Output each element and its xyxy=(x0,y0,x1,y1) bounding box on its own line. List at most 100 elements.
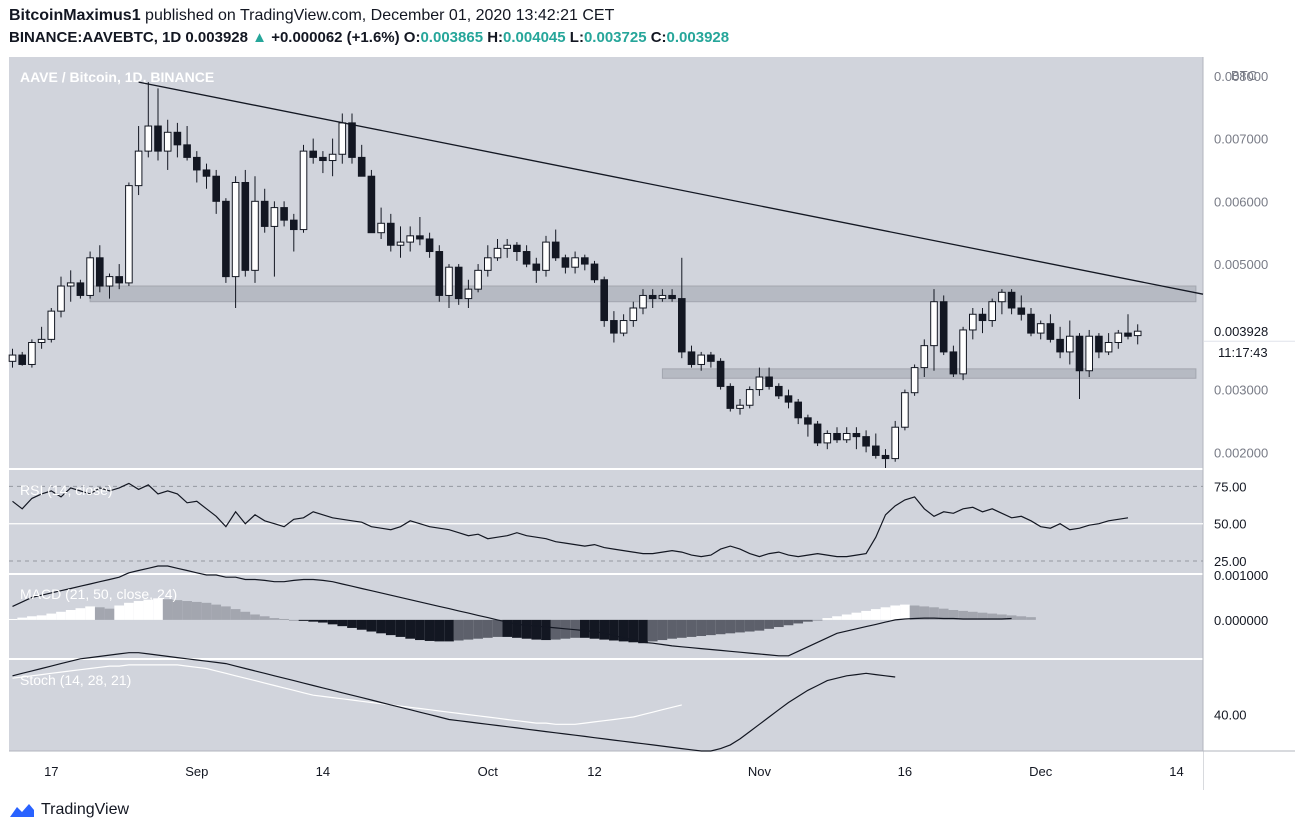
candle-down xyxy=(590,263,599,281)
candle-down xyxy=(96,257,104,287)
macd-histogram-bar xyxy=(492,619,503,637)
macd-histogram-bar xyxy=(444,619,454,642)
footer-brand[interactable]: TradingView xyxy=(9,801,129,819)
macd-histogram-bar xyxy=(424,619,435,641)
macd-histogram-bar xyxy=(1016,616,1027,620)
price-axis-tick: 0.008000 xyxy=(1214,69,1268,84)
candle-down xyxy=(678,298,686,353)
macd-histogram-bar xyxy=(250,614,260,620)
macd-histogram-bar xyxy=(531,619,542,640)
author-name[interactable]: BitcoinMaximus1 xyxy=(9,7,141,24)
publish-info: BitcoinMaximus1 published on TradingView… xyxy=(9,7,614,25)
candle-down xyxy=(561,257,570,268)
macd-histogram-bar xyxy=(696,619,707,637)
candle-down xyxy=(852,432,861,438)
candle-down xyxy=(260,200,269,227)
candle-down xyxy=(1007,291,1016,309)
candle-up xyxy=(125,185,133,284)
macd-histogram-bar xyxy=(783,619,794,626)
candle-down xyxy=(154,125,162,152)
macd-histogram-bar xyxy=(327,619,338,625)
macd-histogram-bar xyxy=(269,618,280,620)
candle-up xyxy=(66,282,75,287)
candle-up xyxy=(959,329,967,375)
price-axis-tick: 0.002000 xyxy=(1214,445,1268,460)
macd-histogram-bar xyxy=(987,613,998,620)
time-axis-tick: 12 xyxy=(587,764,601,779)
candle-down xyxy=(513,244,521,253)
last-price-box xyxy=(1204,321,1292,342)
candle-down xyxy=(115,276,124,284)
macd-histogram-bar xyxy=(909,605,920,620)
price-axis-unit: BTC xyxy=(1231,68,1257,83)
descending-trendline[interactable] xyxy=(138,81,1204,295)
macd-histogram-bar xyxy=(143,599,154,620)
macd-histogram-bar xyxy=(191,601,202,620)
macd-histogram-bar xyxy=(880,607,891,620)
macd-histogram-bar xyxy=(17,617,28,620)
candle-down xyxy=(862,436,870,447)
candle-down xyxy=(687,351,696,365)
macd-histogram-bar xyxy=(861,610,871,620)
low-value: 0.003725 xyxy=(583,29,647,46)
pane-0-background xyxy=(9,57,1203,468)
candle-down xyxy=(290,219,298,231)
macd-histogram-bar xyxy=(579,619,590,638)
pane-3-background xyxy=(9,660,1203,751)
price-axis-tick: 0.005000 xyxy=(1214,257,1268,272)
candle-down xyxy=(794,401,803,419)
candle-down xyxy=(173,131,182,146)
price-axis-panel[interactable] xyxy=(1203,57,1295,751)
macd-histogram-bar xyxy=(793,619,804,624)
candle-down xyxy=(280,207,288,221)
macd-histogram-bar xyxy=(977,612,988,620)
last-price-label: 0.003928 xyxy=(1214,324,1268,339)
candle-up xyxy=(251,200,259,271)
macd-histogram-bar xyxy=(938,608,949,620)
candle-down xyxy=(348,122,356,158)
macd-histogram-bar xyxy=(541,619,551,641)
footer-brand-text: TradingView xyxy=(41,801,130,818)
support-zone[interactable] xyxy=(661,368,1197,379)
candle-up xyxy=(891,426,900,460)
high-value: 0.004045 xyxy=(503,29,566,46)
candle-up xyxy=(629,307,638,322)
symbol-info: BINANCE:AAVEBTC, 1D 0.003928 ▲ +0.000062… xyxy=(9,29,729,46)
macd-histogram-bar xyxy=(812,619,823,621)
macd-histogram-bar xyxy=(104,608,115,620)
candle-up xyxy=(755,376,764,391)
candle-up xyxy=(270,207,279,227)
macd-axis-tick: 0.000000 xyxy=(1214,613,1268,628)
candle-down xyxy=(813,423,822,444)
macd-histogram-bar xyxy=(599,619,610,640)
candle-up xyxy=(910,367,919,394)
time-axis-panel[interactable] xyxy=(9,751,1203,790)
macd-histogram-bar xyxy=(7,618,18,620)
macd-histogram-bar xyxy=(36,615,47,620)
candle-down xyxy=(309,150,317,158)
candle-up xyxy=(619,320,628,334)
macd-histogram-bar xyxy=(405,619,416,639)
candle-down xyxy=(707,354,715,362)
candle-up xyxy=(134,150,143,187)
macd-histogram-bar xyxy=(715,619,726,635)
candle-down xyxy=(522,251,531,265)
candle-down xyxy=(551,241,560,259)
candle-up xyxy=(231,181,240,278)
macd-histogram-bar xyxy=(754,619,765,631)
macd-histogram-bar xyxy=(744,619,755,632)
macd-histogram-bar xyxy=(657,619,668,641)
low-label: L: xyxy=(569,29,584,46)
stoch-axis-tick: 40.00 xyxy=(1214,708,1247,723)
macd-histogram-bar xyxy=(822,618,833,620)
macd-histogram-bar xyxy=(94,607,105,620)
macd-histogram-bar xyxy=(211,604,222,620)
macd-histogram-bar xyxy=(56,611,66,620)
time-axis-tick: Dec xyxy=(1029,764,1053,779)
candle-down xyxy=(435,251,444,296)
stoch-title: Stoch (14, 28, 21) xyxy=(20,672,131,688)
time-axis-tick: 16 xyxy=(898,764,912,779)
candle-up xyxy=(1085,335,1094,372)
candle-up xyxy=(299,150,308,231)
